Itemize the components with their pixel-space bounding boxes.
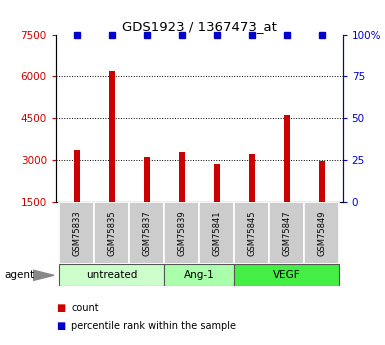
Text: GSM75837: GSM75837 <box>142 210 151 256</box>
Bar <box>234 264 339 286</box>
Bar <box>304 202 339 264</box>
Text: agent: agent <box>5 270 35 280</box>
Bar <box>179 152 185 202</box>
Text: GSM75847: GSM75847 <box>282 210 291 256</box>
Bar <box>283 115 290 202</box>
Bar <box>74 150 80 202</box>
Bar <box>164 264 234 286</box>
Bar <box>249 155 255 202</box>
Text: count: count <box>71 303 99 313</box>
Text: GSM75839: GSM75839 <box>177 210 186 256</box>
Text: ■: ■ <box>56 321 65 331</box>
Text: GSM75845: GSM75845 <box>247 210 256 256</box>
Bar <box>129 202 164 264</box>
Text: GSM75841: GSM75841 <box>212 210 221 256</box>
Bar <box>144 157 150 202</box>
Text: GSM75849: GSM75849 <box>317 210 326 256</box>
Polygon shape <box>33 270 54 280</box>
Title: GDS1923 / 1367473_at: GDS1923 / 1367473_at <box>122 20 277 33</box>
Bar <box>109 71 115 202</box>
Bar <box>214 164 220 202</box>
Bar <box>234 202 269 264</box>
Bar <box>59 264 164 286</box>
Bar <box>269 202 304 264</box>
Bar <box>164 202 199 264</box>
Text: GSM75835: GSM75835 <box>107 210 116 256</box>
Text: untreated: untreated <box>86 270 137 280</box>
Text: Ang-1: Ang-1 <box>184 270 214 280</box>
Bar <box>318 161 325 202</box>
Bar <box>199 202 234 264</box>
Text: ■: ■ <box>56 303 65 313</box>
Text: percentile rank within the sample: percentile rank within the sample <box>71 321 236 331</box>
Bar <box>59 202 94 264</box>
Text: GSM75833: GSM75833 <box>72 210 81 256</box>
Text: VEGF: VEGF <box>273 270 301 280</box>
Bar <box>94 202 129 264</box>
